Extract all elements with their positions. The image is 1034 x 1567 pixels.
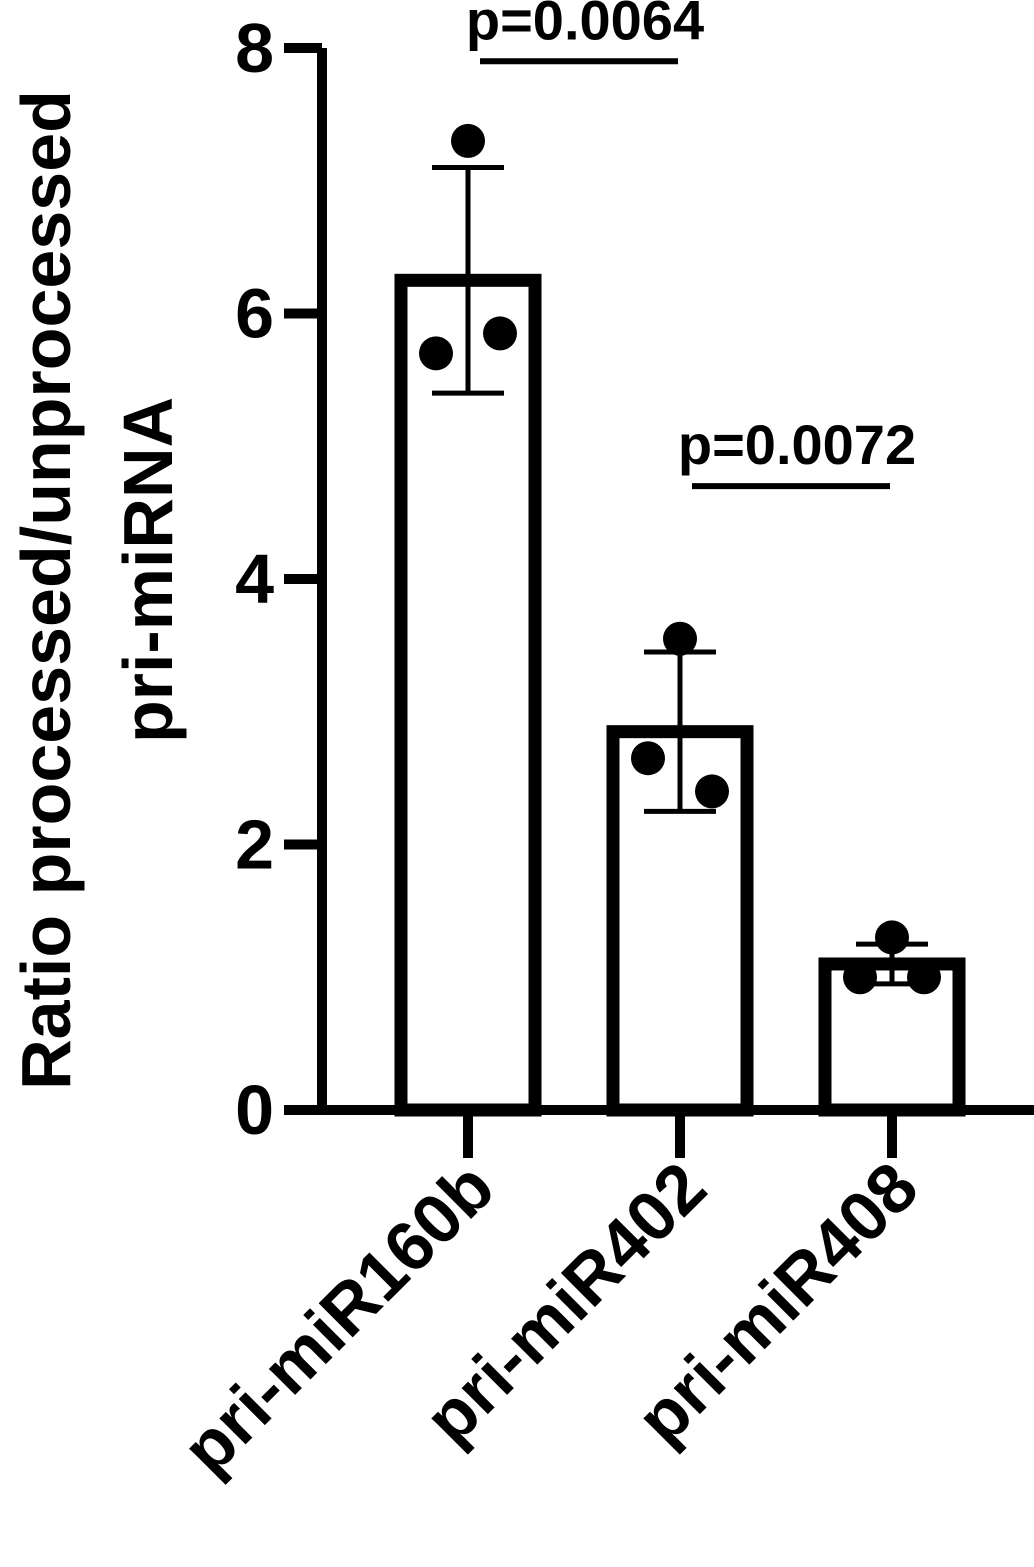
y-tick-label: 8 [235,9,274,87]
y-axis-title-line1: Ratio processed/unprocessed [7,90,85,1090]
significance-label: p=0.0064 [466,0,704,51]
data-point [483,316,517,351]
y-tick-label: 2 [235,806,274,884]
significance-label: p=0.0072 [678,413,916,476]
data-point [631,741,665,776]
y-axis-title: Ratio processed/unprocessed pri-miRNA [7,90,187,1090]
plot-area: 02468pri-miR160bpri-miR402pri-miR408p=0.… [167,0,1034,1489]
data-point [875,920,909,955]
y-tick-label: 4 [235,540,274,618]
data-point [663,621,697,656]
bar [394,273,542,1117]
y-tick-label: 0 [235,1071,274,1149]
y-axis-title-line2: pri-miRNA [109,397,187,743]
data-point [451,123,485,158]
y-tick-label: 6 [235,275,274,353]
data-point [419,336,453,371]
data-point [695,774,729,809]
data-point [907,960,941,995]
data-point [843,960,877,995]
